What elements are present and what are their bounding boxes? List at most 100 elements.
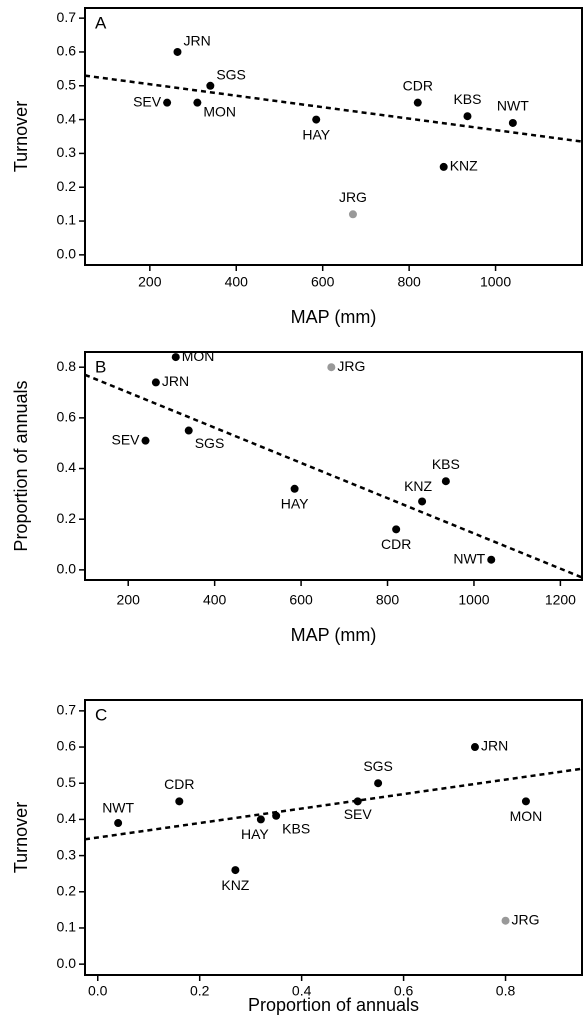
data-point xyxy=(312,115,321,124)
data-point xyxy=(171,353,180,362)
data-point xyxy=(206,81,215,90)
trend-line xyxy=(84,74,583,143)
x-tick-label: 800 xyxy=(397,274,421,290)
x-tick-label: 600 xyxy=(289,592,313,608)
y-tick-label: 0.5 xyxy=(57,76,77,92)
data-point xyxy=(231,866,240,875)
point-label: KBS xyxy=(432,456,460,472)
point-label: HAY xyxy=(302,126,330,142)
y-tick-label: 0.2 xyxy=(57,510,77,526)
y-tick-label: 0.7 xyxy=(57,702,77,718)
point-label: JRN xyxy=(162,373,189,389)
point-label: MON xyxy=(510,808,543,824)
point-label: SEV xyxy=(133,93,162,109)
x-tick-label: 200 xyxy=(138,274,162,290)
y-tick-label: 0.2 xyxy=(57,882,77,898)
y-tick-label: 0.0 xyxy=(57,955,77,971)
x-tick-label: 400 xyxy=(203,592,227,608)
x-tick-label: 0.2 xyxy=(190,983,210,999)
data-point xyxy=(272,811,281,820)
point-label: KNZ xyxy=(450,158,478,174)
y-tick-label: 0.6 xyxy=(57,738,77,754)
data-point xyxy=(348,210,357,219)
plot-frame xyxy=(84,7,583,266)
data-point xyxy=(327,363,336,372)
point-label: CDR xyxy=(381,536,411,552)
point-label: KBS xyxy=(282,820,310,836)
point-label: JRN xyxy=(183,33,210,49)
data-point xyxy=(463,112,472,121)
point-label: CDR xyxy=(403,77,433,93)
y-axis-label: Proportion of annuals xyxy=(11,380,31,551)
y-tick-label: 0.4 xyxy=(57,810,77,826)
x-tick-label: 1000 xyxy=(458,592,489,608)
data-point xyxy=(184,426,193,435)
y-tick-label: 0.0 xyxy=(57,561,77,577)
data-point xyxy=(175,797,184,806)
y-tick-label: 0.4 xyxy=(57,110,77,126)
y-tick-label: 0.6 xyxy=(57,409,77,425)
data-point xyxy=(501,916,510,925)
y-axis-label: Turnover xyxy=(11,802,31,873)
panel-label: A xyxy=(95,13,107,32)
x-tick-label: 600 xyxy=(311,274,335,290)
data-point xyxy=(173,47,182,56)
x-tick-label: 1200 xyxy=(545,592,576,608)
plot-frame xyxy=(84,351,583,581)
point-label: SGS xyxy=(363,758,393,774)
data-point xyxy=(256,815,265,824)
x-axis-label: MAP (mm) xyxy=(291,625,377,645)
data-point xyxy=(470,743,479,752)
point-label: NWT xyxy=(497,98,529,114)
x-tick-label: 200 xyxy=(117,592,141,608)
point-label: KNZ xyxy=(404,478,432,494)
data-point xyxy=(413,98,422,107)
point-label: CDR xyxy=(164,776,194,792)
y-tick-label: 0.1 xyxy=(57,212,77,228)
y-tick-label: 0.2 xyxy=(57,178,77,194)
data-point xyxy=(151,378,160,387)
point-label: JRG xyxy=(512,911,540,927)
data-point xyxy=(487,555,496,564)
y-tick-label: 0.4 xyxy=(57,459,77,475)
point-label: NWT xyxy=(102,800,134,816)
trend-line xyxy=(84,373,583,579)
x-tick-label: 0.6 xyxy=(394,983,414,999)
y-tick-label: 0.5 xyxy=(57,774,77,790)
y-tick-label: 0.7 xyxy=(57,9,77,25)
x-tick-label: 400 xyxy=(225,274,249,290)
data-point xyxy=(193,98,202,107)
panel-label: B xyxy=(95,357,106,376)
x-tick-label: 1000 xyxy=(480,274,511,290)
y-tick-label: 0.1 xyxy=(57,919,77,935)
x-tick-label: 0.0 xyxy=(88,983,108,999)
trend-line xyxy=(84,767,583,841)
data-point xyxy=(441,477,450,486)
x-axis-label: MAP (mm) xyxy=(291,307,377,327)
data-point xyxy=(392,525,401,534)
data-point xyxy=(439,162,448,171)
y-tick-label: 0.3 xyxy=(57,144,77,160)
point-label: KBS xyxy=(453,91,481,107)
point-label: SEV xyxy=(111,431,140,447)
data-point xyxy=(141,436,150,445)
data-point xyxy=(508,118,517,127)
point-label: JRG xyxy=(337,358,365,374)
point-label: MON xyxy=(203,103,236,119)
point-label: HAY xyxy=(281,496,309,512)
y-tick-label: 0.6 xyxy=(57,43,77,59)
x-axis-label: Proportion of annuals xyxy=(248,995,419,1015)
data-point xyxy=(114,819,123,828)
data-point xyxy=(353,797,362,806)
point-label: NWT xyxy=(453,550,485,566)
y-tick-label: 0.3 xyxy=(57,846,77,862)
point-label: MON xyxy=(182,348,215,364)
y-tick-label: 0.0 xyxy=(57,246,77,262)
point-label: JRN xyxy=(481,738,508,754)
point-label: KNZ xyxy=(221,877,249,893)
point-label: HAY xyxy=(241,826,269,842)
y-axis-label: Turnover xyxy=(11,101,31,172)
data-point xyxy=(418,497,427,506)
y-tick-label: 0.8 xyxy=(57,358,77,374)
